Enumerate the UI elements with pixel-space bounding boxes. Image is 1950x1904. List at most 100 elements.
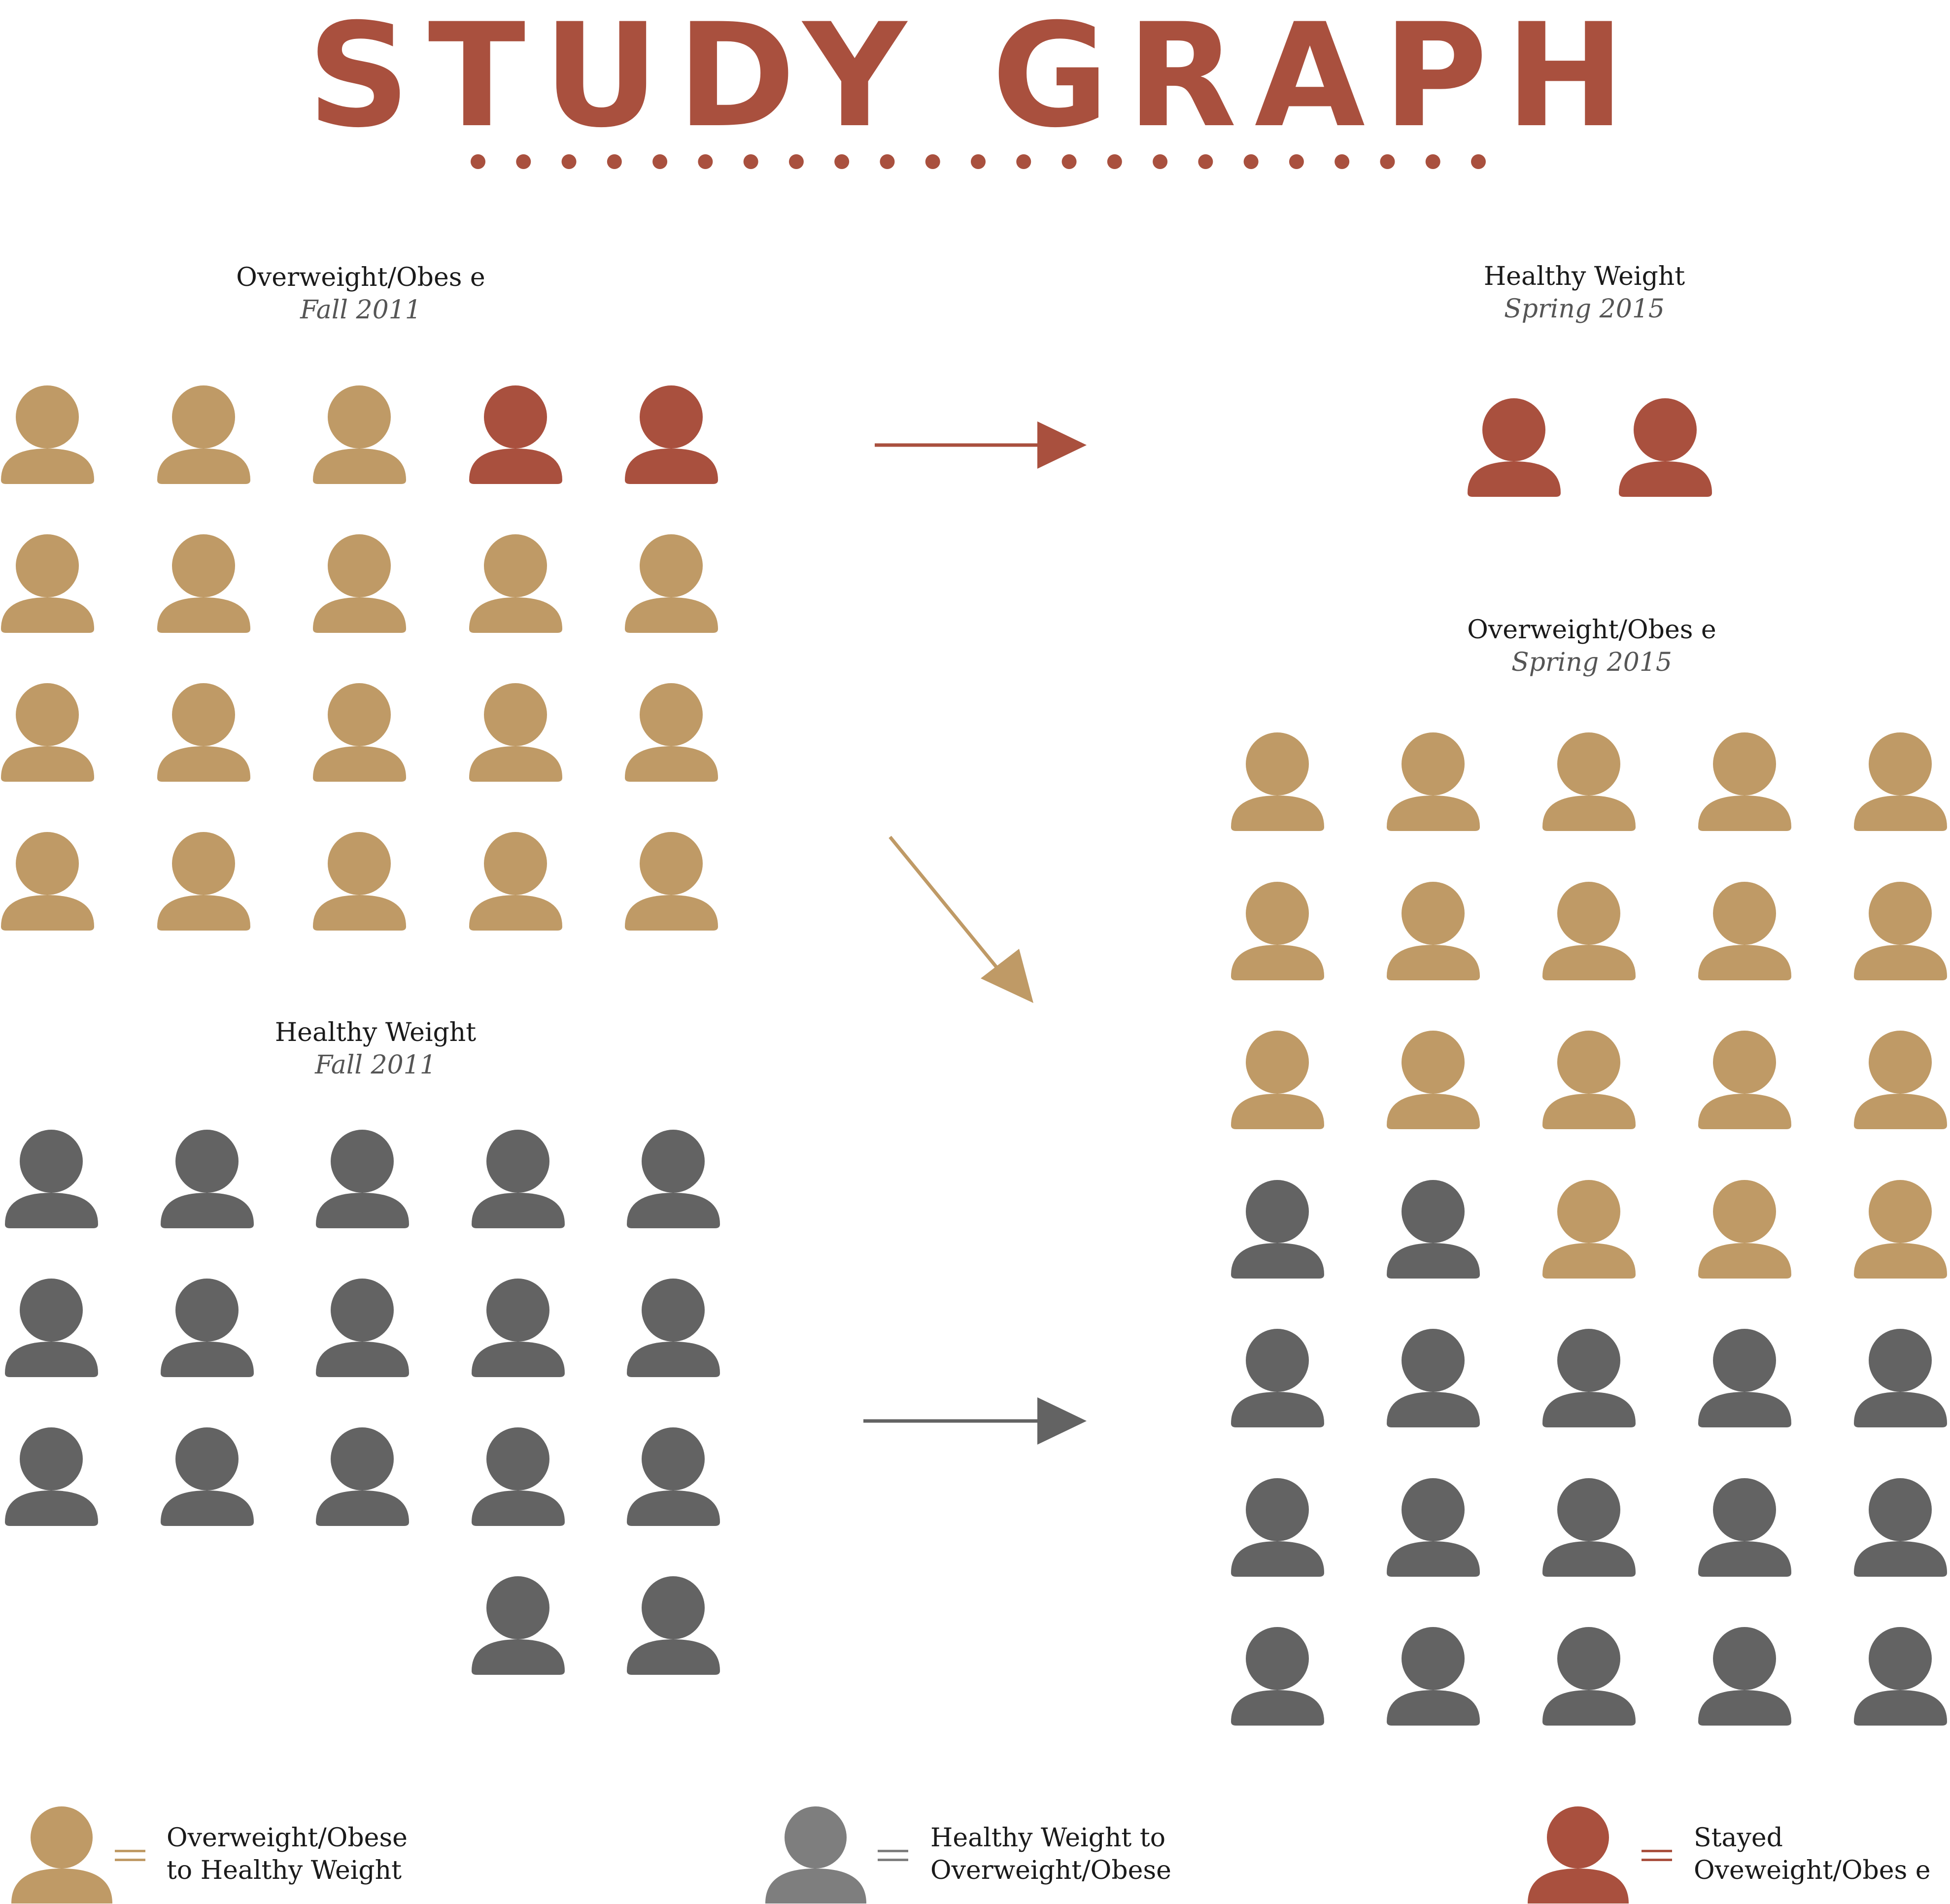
label-overweight-spring-2015: Overweight/Obes e Spring 2015 xyxy=(1395,614,1789,679)
gray-person-icon xyxy=(471,1576,565,1675)
gray-person-icon xyxy=(1698,1478,1791,1577)
title-dot xyxy=(1334,154,1350,169)
group-period: Fall 2011 xyxy=(315,1050,436,1080)
arrow-gray-to-overweight xyxy=(863,1397,1087,1445)
title-dotted-underline xyxy=(471,154,1486,169)
gray-person-icon xyxy=(316,1279,409,1377)
gray-person-icon xyxy=(1698,1627,1791,1726)
gray-person-icon xyxy=(1231,1478,1324,1577)
tan-person-icon xyxy=(313,683,406,782)
gray-person-icon xyxy=(1387,1329,1480,1427)
tan-person-icon xyxy=(1698,732,1791,831)
label-healthy-fall-2011: Healthy Weight Fall 2011 xyxy=(178,1016,573,1081)
title-dot xyxy=(471,154,485,169)
title-dot xyxy=(1471,154,1486,169)
tan-person-icon xyxy=(1698,881,1791,980)
title-dot xyxy=(1425,154,1440,169)
tan-person-icon xyxy=(1542,881,1636,980)
tan-person-icon xyxy=(1,683,94,782)
gray-person-icon xyxy=(5,1130,98,1228)
tan-person-icon xyxy=(157,832,250,931)
legend-line: to Healthy Weight xyxy=(167,1856,402,1885)
group-period: Spring 2015 xyxy=(1511,648,1673,677)
gray-person-icon xyxy=(1542,1478,1636,1577)
arrow-red-to-healthy xyxy=(875,421,1087,469)
group-title: Healthy Weight xyxy=(274,1018,477,1047)
tan-person-icon xyxy=(469,683,562,782)
tan-person-icon xyxy=(157,534,250,633)
gray-person-icon xyxy=(316,1427,409,1526)
legend-gray-person-icon xyxy=(765,1806,866,1904)
title-dot xyxy=(698,154,713,169)
tan-person-icon xyxy=(313,385,406,484)
gray-person-icon xyxy=(471,1427,565,1526)
title-dot xyxy=(516,154,531,169)
gray-person-icon xyxy=(1854,1627,1947,1726)
gray-person-icon xyxy=(1387,1478,1480,1577)
tan-person-icon xyxy=(625,832,718,931)
label-healthy-spring-2015: Healthy Weight Spring 2015 xyxy=(1387,260,1781,325)
gray-person-icon xyxy=(627,1130,720,1228)
legend-red-equals-sign xyxy=(1642,1847,1672,1864)
page-title: STUDY GRAPH xyxy=(307,0,1643,159)
tan-person-icon xyxy=(1231,1031,1324,1129)
legend-tan-text: Overweight/Obese to Healthy Weight xyxy=(167,1822,408,1887)
legend-gray-text: Healthy Weight to Overweight/Obese xyxy=(930,1822,1171,1887)
label-overweight-fall-2011: Overweight/Obes e Fall 2011 xyxy=(164,261,558,326)
tan-person-icon xyxy=(1387,1031,1480,1129)
tan-person-icon xyxy=(157,683,250,782)
title-dot xyxy=(652,154,668,169)
gray-person-icon xyxy=(1387,1627,1480,1726)
tan-person-icon xyxy=(1231,732,1324,831)
title-dot xyxy=(971,154,986,169)
gray-person-icon xyxy=(627,1427,720,1526)
gray-person-icon xyxy=(1698,1329,1791,1427)
legend-red-person-icon xyxy=(1528,1806,1629,1904)
tan-person-icon xyxy=(1542,1179,1636,1279)
gray-person-icon xyxy=(160,1427,254,1526)
tan-person-icon xyxy=(1,534,94,633)
tan-person-icon xyxy=(1854,1031,1947,1129)
title-dot xyxy=(1289,154,1304,169)
red-person-icon xyxy=(625,385,718,484)
tan-person-icon xyxy=(625,534,718,633)
gray-person-icon xyxy=(160,1130,254,1228)
tan-person-icon xyxy=(313,534,406,633)
tan-person-icon xyxy=(625,683,718,782)
tan-person-icon xyxy=(469,832,562,931)
gray-person-icon xyxy=(471,1130,565,1228)
gray-person-icon xyxy=(471,1279,565,1377)
gray-person-icon xyxy=(1231,1329,1324,1427)
tan-person-icon xyxy=(1698,1031,1791,1129)
tan-person-icon xyxy=(1387,732,1480,831)
tan-person-icon xyxy=(1,832,94,931)
red-person-icon xyxy=(469,385,562,484)
gray-person-icon xyxy=(627,1576,720,1675)
title-dot xyxy=(1061,154,1077,169)
legend-tan-equals-sign xyxy=(115,1847,145,1864)
group-title: Overweight/Obes e xyxy=(1467,615,1716,645)
legend-tan-person-icon xyxy=(11,1806,112,1904)
tan-person-icon xyxy=(1698,1179,1791,1279)
title-dot xyxy=(1243,154,1259,169)
group-title: Healthy Weight xyxy=(1483,262,1685,291)
tan-person-icon xyxy=(1854,732,1947,831)
group-period: Spring 2015 xyxy=(1504,294,1665,324)
legend-line: Overweight/Obese xyxy=(167,1823,408,1853)
gray-person-icon xyxy=(316,1130,409,1228)
title-dot xyxy=(607,154,622,169)
title-dot xyxy=(788,154,804,169)
tan-person-icon xyxy=(157,385,250,484)
title-dot xyxy=(1107,154,1122,169)
red-person-icon xyxy=(1619,398,1712,497)
title-dot xyxy=(1198,154,1213,169)
title-dot xyxy=(1380,154,1395,169)
title-dot xyxy=(880,154,895,169)
tan-person-icon xyxy=(1542,732,1636,831)
legend-line: Stayed xyxy=(1694,1823,1783,1853)
gray-person-icon xyxy=(160,1279,254,1377)
arrow-tan-to-overweight xyxy=(889,835,1033,1003)
tan-person-icon xyxy=(469,534,562,633)
title-dot xyxy=(561,154,577,169)
